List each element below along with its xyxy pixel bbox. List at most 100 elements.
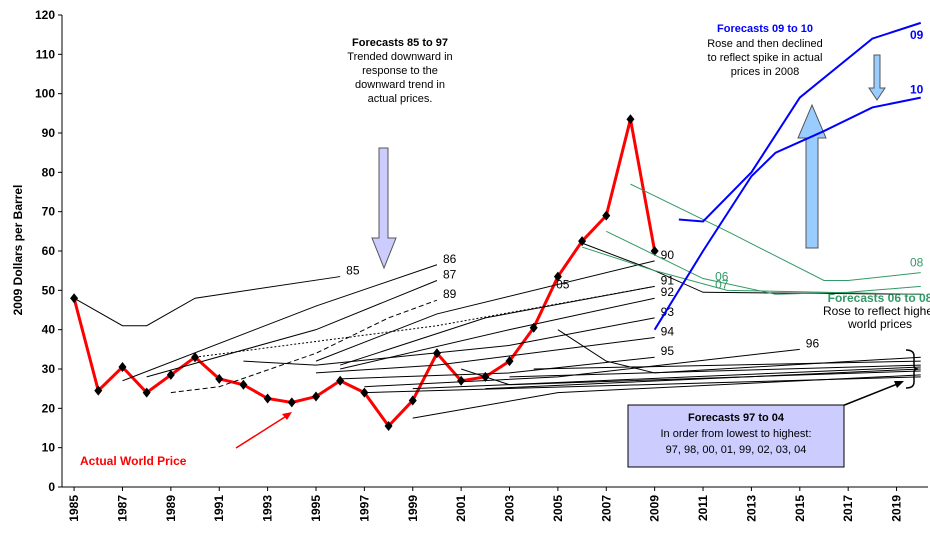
marker [215, 373, 224, 384]
x-tick-label: 2001 [454, 495, 468, 522]
series-label: 06 [715, 269, 729, 283]
series-line [72, 118, 657, 429]
note-line: Rose and then declined [707, 38, 823, 50]
actual-label: Actual World Price [80, 454, 187, 468]
note-97: Forecasts 97 to 04 In order from lowest … [660, 412, 811, 456]
x-tick-label: 2013 [744, 495, 758, 522]
y-tick-label: 60 [42, 244, 56, 258]
series-line [581, 246, 921, 295]
pointer [841, 382, 901, 407]
note-line: to reflect spike in actual [708, 52, 823, 64]
series-line [315, 337, 655, 374]
series-line [146, 280, 438, 378]
series-line [533, 360, 921, 370]
x-tick-label: 1999 [406, 495, 420, 522]
series-label: 90 [661, 248, 675, 262]
y-tick-label: 90 [42, 126, 56, 140]
marker [602, 210, 611, 221]
pointer [235, 414, 289, 449]
y-tick-label: 10 [42, 441, 56, 455]
series-label: 10 [910, 83, 924, 97]
marker [457, 375, 466, 386]
x-tick-label: 1997 [357, 495, 371, 522]
y-tick-label: 50 [42, 283, 56, 297]
series-line [630, 183, 921, 281]
marker [118, 362, 127, 373]
marker [384, 421, 393, 432]
series-label: 85 [346, 264, 360, 278]
series-label: 96 [806, 336, 820, 350]
x-tick-label: 2009 [648, 495, 662, 522]
y-tick-label: 120 [35, 8, 55, 22]
series-label: 07 [715, 277, 729, 291]
x-tick-label: 1985 [67, 495, 81, 522]
y-tick-label: 110 [36, 47, 56, 61]
note-line: In order from lowest to highest: [660, 428, 811, 440]
series-label: 08 [910, 256, 924, 270]
series-line [340, 356, 655, 380]
y-tick-label: 30 [42, 362, 56, 376]
series-line [412, 366, 921, 390]
series-line [412, 374, 921, 419]
marker [553, 271, 562, 282]
marker [311, 391, 320, 402]
y-tick-label: 0 [48, 480, 55, 494]
note-09: Forecasts 09 to 10 Rose and then decline… [707, 23, 823, 78]
arrow-down-small [868, 54, 886, 101]
series-label: 94 [661, 325, 675, 339]
note-85: Forecasts 85 to 97 Trended downward in r… [347, 37, 452, 105]
x-tick-label: 2005 [551, 495, 565, 522]
y-tick-label: 80 [42, 165, 56, 179]
x-tick-label: 2003 [503, 495, 517, 522]
marker [505, 356, 514, 367]
series-line [340, 297, 655, 370]
x-tick-label: 1991 [212, 495, 226, 522]
note-line: Trended downward in [347, 51, 452, 63]
series-label: 86 [443, 252, 457, 266]
note-line: downward trend in [355, 79, 445, 91]
marker [94, 385, 103, 396]
x-tick-label: 1993 [261, 495, 275, 522]
series-line [340, 285, 655, 366]
series-line [194, 285, 655, 358]
pointer-head [894, 381, 904, 388]
note-line: 97, 98, 00, 01, 99, 02, 03, 04 [666, 444, 807, 456]
series-line [653, 96, 921, 331]
note-title: Forecasts 97 to 04 [688, 412, 785, 424]
arrow-down [371, 147, 397, 270]
y-tick-label: 100 [35, 87, 55, 101]
series-line [122, 264, 438, 382]
series-line [557, 329, 921, 374]
y-tick-label: 20 [42, 401, 56, 415]
pointer-head [282, 412, 292, 420]
series-line [170, 299, 438, 394]
y-axis-label: 2009 Dollars per Barrel [11, 185, 25, 316]
marker [287, 397, 296, 408]
note-06: Forecasts 06 to 08 Rose to reflect highe… [823, 291, 930, 331]
note-line: world prices [847, 317, 912, 331]
marker [408, 395, 417, 406]
series-label: 92 [661, 285, 675, 299]
x-tick-label: 2011 [696, 495, 710, 521]
marker [626, 114, 635, 125]
series-line [581, 242, 921, 295]
series-line [606, 230, 921, 295]
series-line [509, 364, 921, 378]
y-tick-label: 40 [42, 323, 56, 337]
arrow-up [797, 103, 827, 249]
note-title: Forecasts 09 to 10 [717, 23, 813, 35]
series-label: 95 [661, 344, 675, 358]
note-title: Forecasts 85 to 97 [352, 37, 448, 49]
series-line [485, 368, 921, 390]
note-line: actual prices. [368, 93, 433, 105]
marker [239, 379, 248, 390]
x-tick-label: 1987 [115, 495, 129, 522]
note-line: prices in 2008 [731, 66, 800, 78]
series-line [678, 21, 922, 223]
series-label: 05 [556, 277, 570, 291]
series-line [315, 260, 655, 362]
marker [142, 387, 151, 398]
note-line: response to the [362, 65, 438, 77]
series-label: 87 [443, 268, 457, 282]
